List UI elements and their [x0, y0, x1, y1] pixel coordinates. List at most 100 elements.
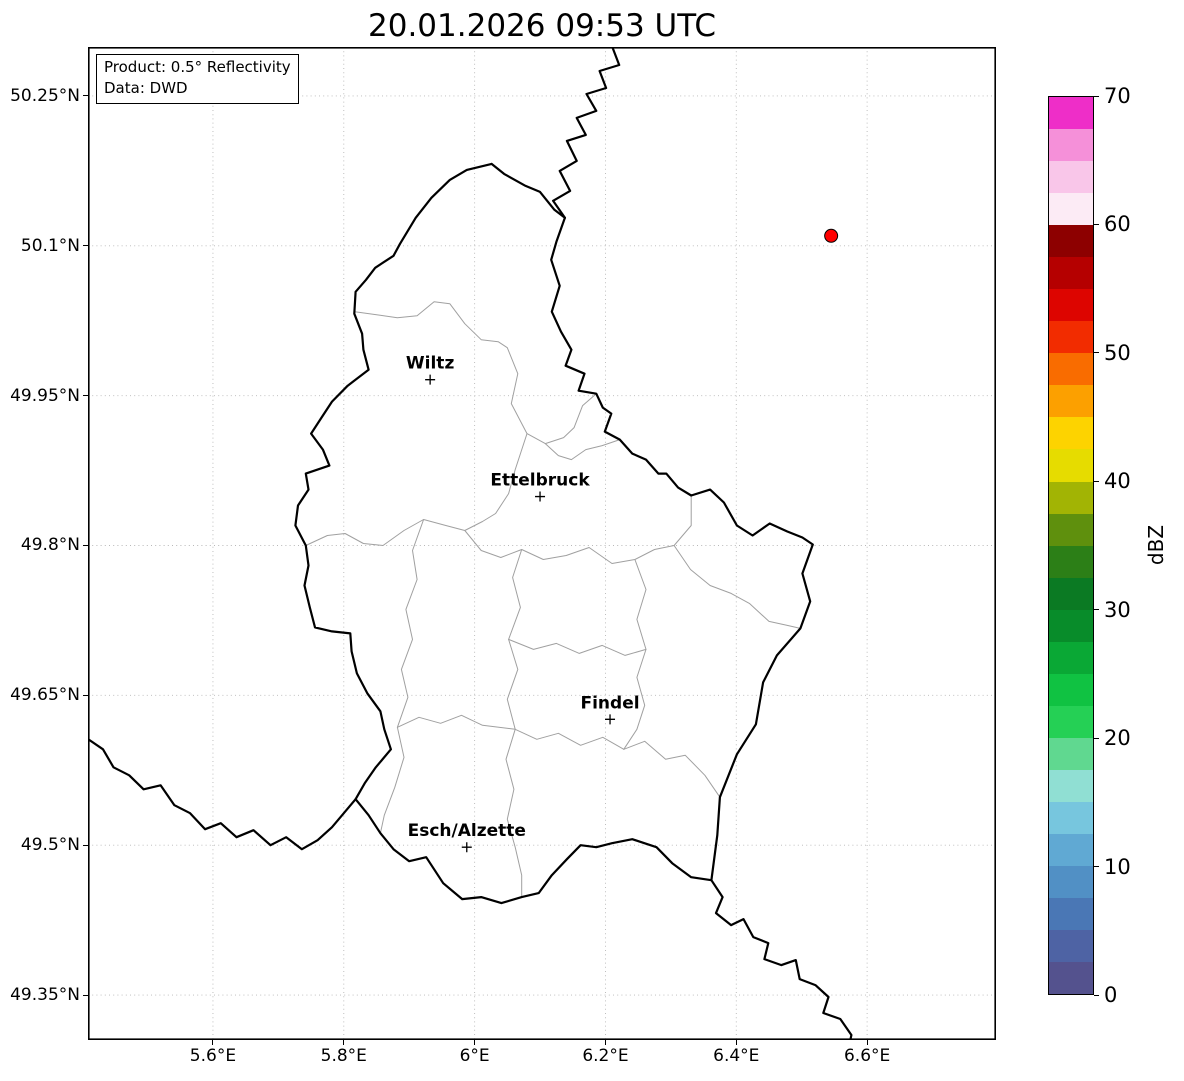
figure-title: 20.01.2026 09:53 UTC	[368, 8, 716, 44]
lat-tick-mark	[83, 95, 88, 97]
colorbar-segment	[1049, 833, 1093, 866]
radar-echo-marker	[824, 228, 839, 243]
lat-tick-label: 49.65°N	[10, 685, 80, 706]
colorbar-segment	[1049, 737, 1093, 770]
lat-tick-label: 49.35°N	[10, 985, 80, 1006]
canton-border	[464, 495, 692, 564]
colorbar-tick-label: 30	[1104, 597, 1131, 622]
colorbar-segment	[1049, 161, 1093, 194]
lat-tick-mark	[83, 245, 88, 247]
colorbar-segment	[1049, 353, 1093, 386]
product-line: Product: 0.5° Reflectivity	[104, 58, 291, 76]
city-label: Wiltz	[406, 354, 455, 374]
colorbar-segment	[1049, 961, 1093, 994]
colorbar-segment	[1049, 673, 1093, 706]
colorbar-segment	[1049, 257, 1093, 290]
canton-border	[508, 638, 647, 656]
colorbar-segment	[1049, 449, 1093, 482]
colorbar-tick-mark	[1094, 609, 1099, 611]
colorbar-segment	[1049, 801, 1093, 834]
colorbar-tick-label: 10	[1104, 854, 1131, 879]
lat-tick-label: 49.95°N	[10, 385, 80, 406]
colorbar-segment	[1049, 321, 1093, 354]
city-marker	[425, 374, 436, 385]
colorbar-tick-label: 40	[1104, 469, 1131, 494]
lon-tick-mark	[343, 1040, 345, 1045]
colorbar-tick-mark	[1094, 737, 1099, 739]
colorbar-tick-label: 70	[1104, 84, 1131, 108]
canton-border	[544, 439, 621, 461]
colorbar-segment	[1049, 897, 1093, 930]
canton-border	[354, 301, 597, 445]
canton-border	[396, 714, 516, 730]
lon-tick-label: 5.6°E	[189, 1046, 237, 1066]
colorbar-segment	[1049, 193, 1093, 226]
colorbar-segment	[1049, 289, 1093, 322]
lat-tick-mark	[83, 395, 88, 397]
plot-frame	[88, 47, 996, 1040]
colorbar-tick-mark	[1094, 480, 1099, 482]
colorbar-segment	[1049, 513, 1093, 546]
colorbar-segment	[1049, 929, 1093, 962]
canton-border	[623, 559, 647, 750]
city-label: Findel	[580, 693, 639, 713]
colorbar	[1048, 96, 1094, 995]
colorbar-segment	[1049, 417, 1093, 450]
lon-tick-mark	[474, 1040, 476, 1045]
canton-border	[514, 728, 721, 798]
map-plot-area: Wiltz Ettelbruck Findel Esch/Alzette Produc…	[88, 47, 996, 1040]
lon-tick-mark	[212, 1040, 214, 1045]
colorbar-tick-label: 0	[1104, 983, 1118, 1007]
colorbar-segment	[1049, 609, 1093, 642]
belgium-germany-border	[552, 47, 621, 219]
canton-border	[305, 433, 528, 546]
colorbar-segment	[1049, 385, 1093, 418]
colorbar-segment	[1049, 705, 1093, 738]
city-marker	[461, 842, 472, 853]
lon-tick-label: 6°E	[459, 1046, 490, 1066]
lon-tick-mark	[866, 1040, 868, 1045]
lat-tick-label: 49.5°N	[20, 835, 80, 856]
canton-border	[673, 545, 801, 629]
city-label: Ettelbruck	[490, 471, 590, 491]
colorbar-tick-label: 50	[1104, 340, 1131, 365]
colorbar-tick-mark	[1094, 994, 1099, 996]
data-source-line: Data: DWD	[104, 79, 188, 97]
lon-tick-mark	[604, 1040, 606, 1045]
colorbar-segment	[1049, 225, 1093, 258]
product-info-box: Product: 0.5° Reflectivity Data: DWD	[96, 54, 299, 104]
colorbar-segment	[1049, 481, 1093, 514]
colorbar-segment	[1049, 865, 1093, 898]
city-marker	[605, 714, 616, 725]
lon-tick-label: 6.6°E	[843, 1046, 891, 1066]
lat-tick-label: 50.25°N	[10, 85, 80, 106]
canton-border	[379, 519, 425, 834]
colorbar-segment	[1049, 769, 1093, 802]
city-marker	[535, 491, 546, 502]
colorbar-tick-label: 60	[1104, 212, 1131, 237]
france-belgium-border	[88, 737, 357, 851]
colorbar-tick-mark	[1094, 352, 1099, 354]
lon-tick-label: 6.2°E	[582, 1046, 629, 1066]
colorbar-segment	[1049, 129, 1093, 162]
colorbar-tick-mark	[1094, 866, 1099, 868]
france-germany-border	[710, 879, 853, 1040]
lat-tick-mark	[83, 694, 88, 696]
lat-tick-label: 49.8°N	[20, 535, 80, 556]
lon-tick-label: 5.8°E	[320, 1046, 367, 1066]
lat-tick-label: 50.1°N	[20, 235, 80, 256]
colorbar-segment	[1049, 577, 1093, 610]
luxembourg-border	[294, 162, 814, 905]
colorbar-segment	[1049, 97, 1093, 130]
colorbar-label: dBZ	[1144, 524, 1168, 566]
lon-tick-mark	[735, 1040, 737, 1045]
colorbar-tick-label: 20	[1104, 726, 1131, 751]
lat-tick-mark	[83, 844, 88, 846]
lat-tick-mark	[83, 994, 88, 996]
lon-tick-label: 6.4°E	[713, 1046, 760, 1066]
lat-tick-mark	[83, 544, 88, 546]
colorbar-tick-mark	[1094, 223, 1099, 225]
colorbar-segment	[1049, 641, 1093, 674]
radar-map: Wiltz Ettelbruck Findel Esch/Alzette	[88, 47, 996, 1040]
